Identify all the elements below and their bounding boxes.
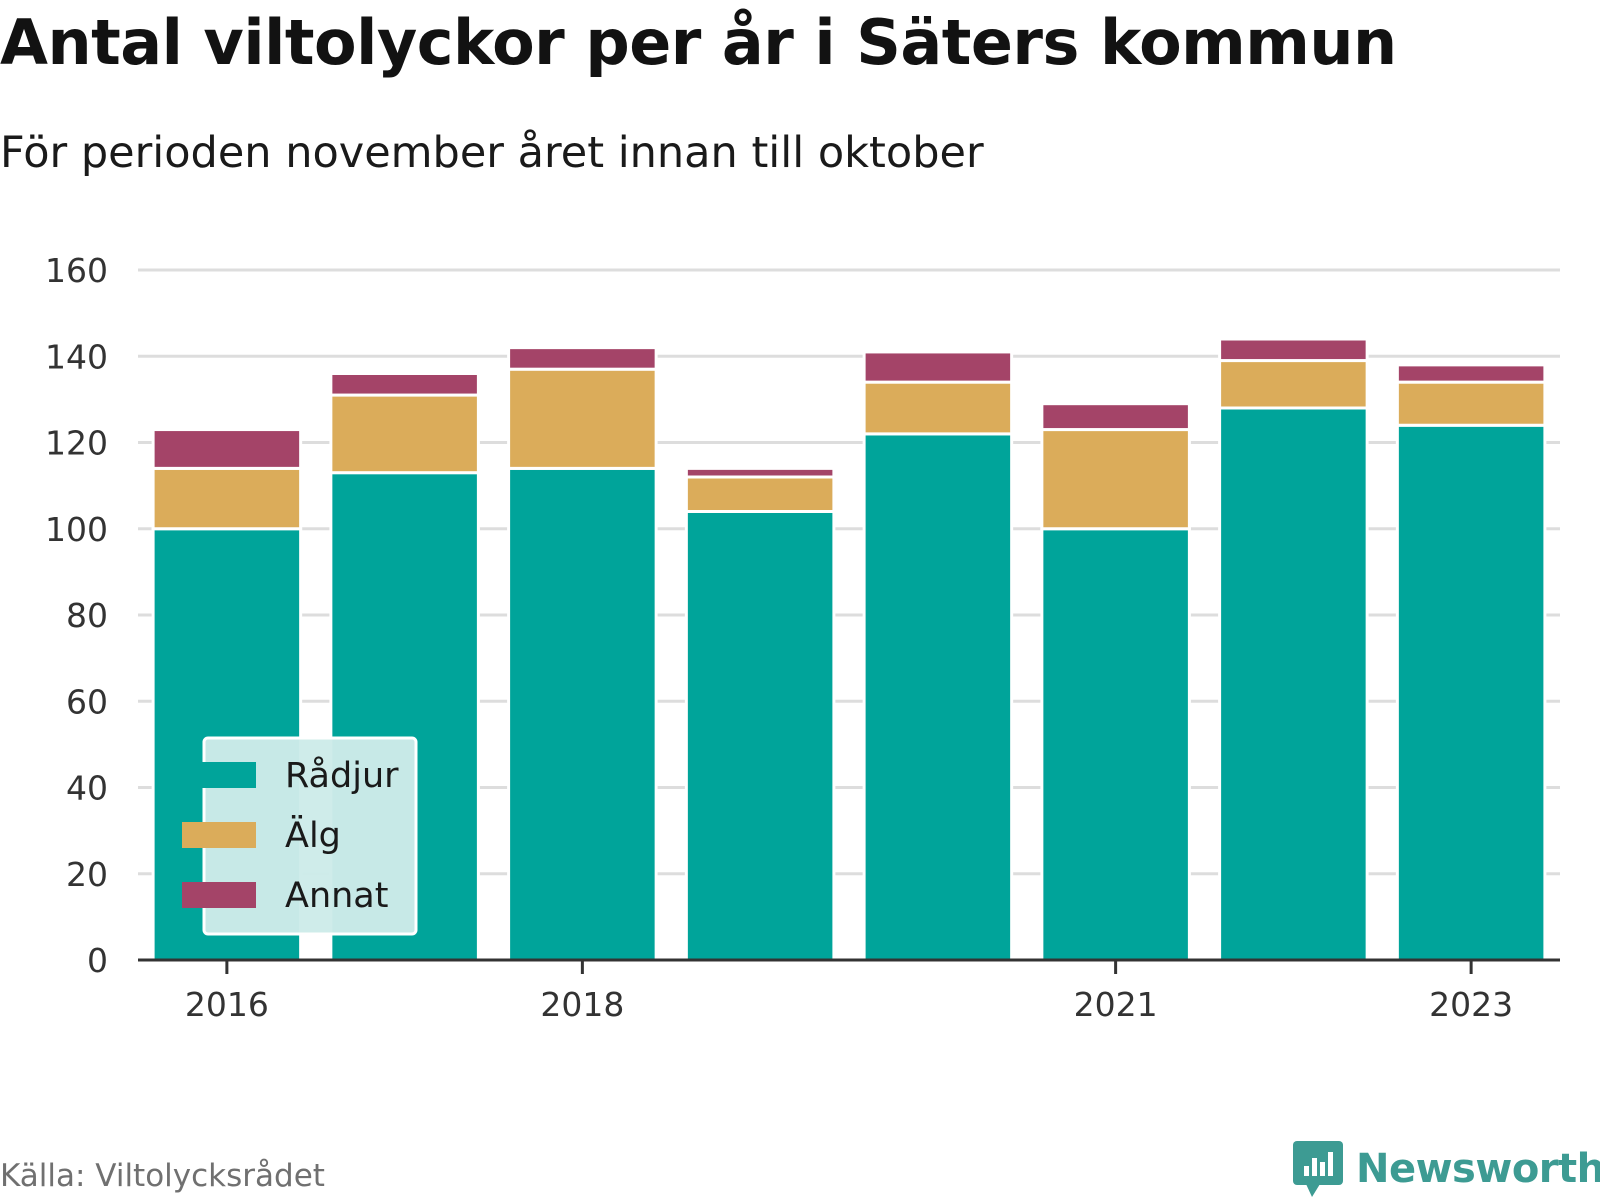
y-tick-label: 0 [87, 941, 108, 980]
brand-name: Newsworthy [1356, 1146, 1600, 1192]
y-tick-label: 100 [45, 510, 108, 549]
bar-segment [329, 393, 480, 475]
bar-segment [862, 432, 1014, 962]
chart-title: Antal viltolyckor per år i Säters kommun [0, 6, 1397, 79]
y-axis-labels: 0 20 40 60 80 100 120 140 160 [45, 251, 108, 980]
y-tick-label: 80 [66, 596, 108, 635]
bar-segment [1218, 359, 1369, 410]
bar-segment [1040, 428, 1191, 531]
legend-swatch [182, 882, 256, 908]
y-tick-label: 60 [66, 682, 108, 721]
legend-label: Rådjur [285, 755, 399, 796]
bar-segment [507, 367, 658, 470]
source-note: Källa: Viltolycksrådet [0, 1158, 325, 1194]
x-tick-label: 2023 [1429, 985, 1513, 1024]
bar-segment [151, 428, 303, 470]
newsworthy-logo-icon [1293, 1141, 1343, 1197]
bar-segment [1040, 402, 1191, 432]
legend: Rådjur Älg Annat [182, 736, 418, 936]
x-axis: 2016 2018 2021 2023 [138, 958, 1560, 1024]
bar-segment [329, 372, 480, 397]
bar-segment [1040, 527, 1191, 962]
legend-swatch [182, 822, 256, 848]
bar-segment [684, 510, 836, 962]
bar-segment [684, 475, 836, 513]
bar-segment [862, 350, 1014, 384]
bar-segment [1218, 337, 1369, 363]
x-tick-label: 2021 [1074, 985, 1158, 1024]
bar-segment [1395, 423, 1547, 962]
legend-swatch [182, 762, 256, 788]
bar-segment [684, 466, 836, 479]
x-tick-label: 2018 [540, 985, 624, 1024]
y-tick-label: 40 [66, 769, 108, 808]
y-tick-label: 20 [66, 855, 108, 894]
bar-segment [1395, 363, 1547, 384]
y-tick-label: 160 [45, 251, 108, 290]
legend-label: Älg [285, 814, 341, 856]
bar-segment [1395, 380, 1547, 427]
y-tick-label: 120 [45, 424, 108, 463]
bar-segment [151, 466, 303, 531]
x-tick-label: 2016 [185, 985, 269, 1024]
bar-segment [862, 380, 1014, 436]
bar-segment [1218, 406, 1369, 962]
legend-label: Annat [285, 876, 388, 916]
chart-subtitle: För perioden november året innan till ok… [0, 128, 984, 178]
y-tick-label: 140 [45, 337, 108, 376]
bar-segment [507, 346, 658, 371]
bar-segment [507, 466, 658, 962]
brand-logo: Newsworthy [1292, 1140, 1600, 1198]
